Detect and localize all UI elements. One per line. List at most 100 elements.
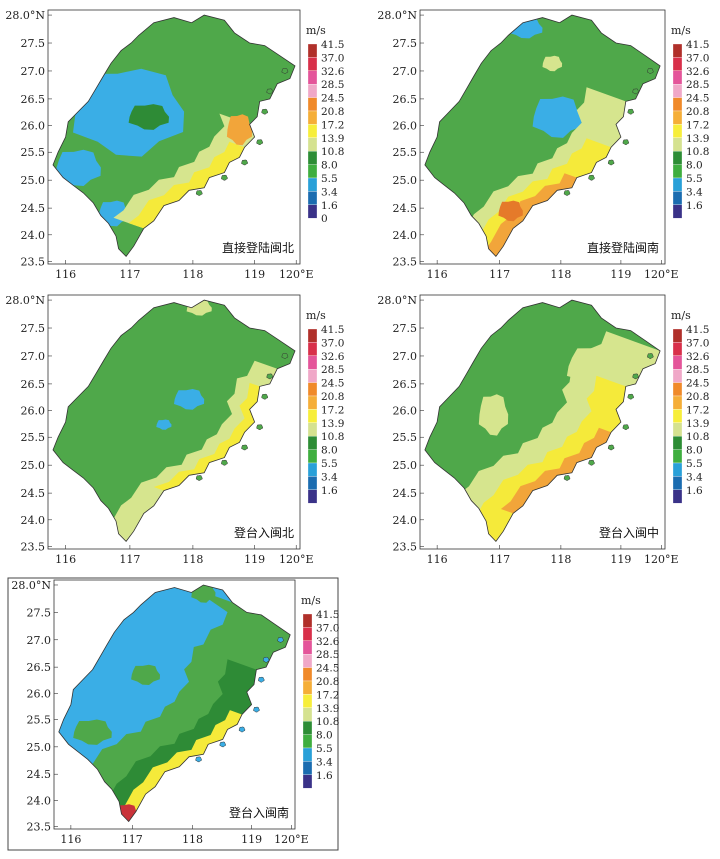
legend-value: 41.5 [321,39,344,51]
legend-value: 17.2 [321,119,344,131]
legend-swatch [307,462,318,477]
legend-swatch [307,151,318,165]
island [277,637,284,643]
x-tick-label: 117 [489,553,510,566]
legend-swatch [302,761,313,775]
island [266,373,274,380]
legend-value: 1.6 [316,770,333,782]
legend-swatch [672,449,683,464]
legend-swatch [672,137,683,152]
y-tick-label: 25.0 [27,741,52,754]
legend-swatch [302,613,313,628]
legend-swatch [672,151,683,165]
island [627,393,634,400]
legend-value: 24.5 [321,378,344,390]
island [632,88,639,95]
legend-swatch [307,436,318,450]
y-tick-label: 25.0 [393,174,418,187]
legend-value: 5.5 [321,458,338,470]
y-tick-label: 23.5 [27,821,52,834]
legend-value: 17.2 [686,404,709,416]
y-tick-label: 27.0 [393,65,418,78]
island [647,353,654,359]
island [221,174,228,181]
island [563,475,571,481]
island [256,424,263,430]
legend-value: 24.5 [321,93,344,105]
island [588,174,595,181]
legend-unit: m/s [671,309,691,322]
x-tick-label: 118 [182,553,203,566]
legend-value: 10.8 [686,146,709,158]
legend-swatch [672,43,683,58]
legend-swatch [672,70,683,85]
x-tick-label: 116 [60,833,81,846]
y-tick-label: 27.0 [21,350,46,363]
legend-value: 8.0 [321,160,338,172]
island [261,108,268,115]
y-tick-label: 25.5 [21,146,46,159]
island [607,159,615,166]
island [253,706,260,713]
x-tick-label: 120°E [644,268,679,281]
legend-swatch [672,204,683,219]
y-tick-label: 24.5 [21,487,46,500]
legend-value: 0 [321,213,328,225]
y-tick-label: 26.5 [393,93,418,106]
y-tick-label: 28.0°N [377,294,417,307]
panel-border [7,577,339,851]
y-tick-label: 23.5 [393,540,418,553]
legend-value: 24.5 [686,93,709,105]
legend-swatch [672,476,683,490]
x-tick-label: 117 [122,833,143,846]
y-tick-label: 24.5 [393,202,418,215]
legend-value: 28.5 [321,364,344,376]
island [622,139,629,145]
legend-value: 17.2 [321,404,344,416]
map-panel-p3: 28.0°N 27.5 27.0 26.5 26.0 25.5 25.0 24.5 24.0 23… [5,294,344,566]
legend-value: 8.0 [686,445,703,457]
legend-value: 41.5 [686,324,709,336]
legend-swatch [307,110,318,125]
island [256,139,263,145]
legend-value: 10.8 [321,146,344,158]
island [195,756,202,763]
y-tick-label: 24.0 [21,514,46,527]
y-tick-label: 25.5 [27,713,52,726]
x-tick-label: 120°E [279,268,314,281]
y-tick-label: 26.5 [27,661,52,674]
panel-label: 登台入闽北 [234,525,294,540]
legend-value: 20.8 [686,106,709,118]
x-tick-label: 119 [610,553,631,566]
panel-label: 登台入闽中 [599,525,659,540]
y-tick-label: 28.0°N [377,9,417,22]
legend-value: 8.0 [316,730,333,742]
x-tick-label: 118 [550,553,571,566]
x-tick-label: 120°E [279,553,314,566]
legend-value: 13.9 [316,703,339,715]
legend-value: 1.6 [321,485,338,497]
map-panel-p5: 28.0°N 27.5 27.0 26.5 26.0 25.5 25.0 24.5 24.0 23… [7,577,340,851]
y-tick-label: 27.5 [21,37,46,50]
legend-value: 5.5 [686,458,703,470]
legend-value: 3.4 [321,471,338,483]
legend-swatch [672,124,683,138]
y-tick-label: 23.5 [21,255,46,268]
legend-value: 8.0 [686,160,703,172]
legend-unit: m/s [301,594,321,607]
legend-value: 28.5 [686,364,709,376]
map-panel-p4: 28.0°N 27.5 27.0 26.5 26.0 25.5 25.0 24.5 24.0 23… [377,294,709,566]
legend-swatch [302,627,313,641]
legend-swatch [672,436,683,450]
legend-value: 17.2 [316,689,339,701]
y-tick-label: 28.0°N [5,9,45,22]
legend-swatch [672,57,683,71]
legend-value: 10.8 [316,716,339,728]
x-tick-label: 120°E [274,833,309,846]
legend-swatch [307,395,318,410]
legend-swatch [307,137,318,152]
legend-value: 28.5 [316,649,339,661]
y-tick-label: 28.0°N [11,579,51,592]
y-tick-label: 23.5 [393,255,418,268]
y-tick-label: 27.0 [27,634,52,647]
